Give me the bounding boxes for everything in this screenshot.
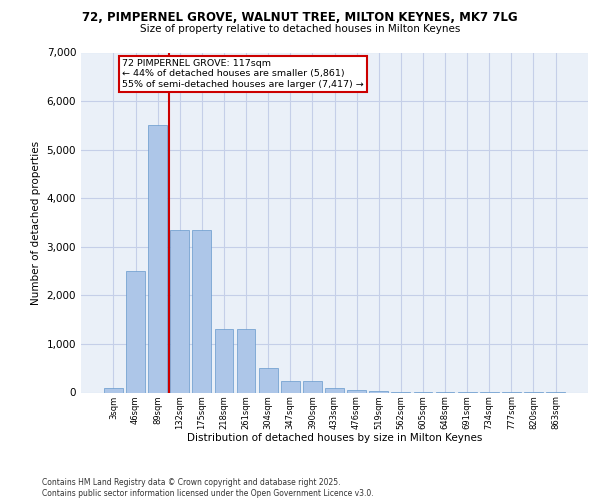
Bar: [126, 271, 145, 392]
Text: Contains HM Land Registry data © Crown copyright and database right 2025.
Contai: Contains HM Land Registry data © Crown c…: [42, 478, 374, 498]
Text: Size of property relative to detached houses in Milton Keynes: Size of property relative to detached ho…: [140, 24, 460, 34]
X-axis label: Distribution of detached houses by size in Milton Keynes: Distribution of detached houses by size …: [187, 434, 482, 444]
Y-axis label: Number of detached properties: Number of detached properties: [31, 140, 41, 304]
Bar: [193, 230, 211, 392]
Bar: [303, 382, 322, 392]
Bar: [170, 230, 189, 392]
Bar: [347, 390, 366, 392]
Text: 72, PIMPERNEL GROVE, WALNUT TREE, MILTON KEYNES, MK7 7LG: 72, PIMPERNEL GROVE, WALNUT TREE, MILTON…: [82, 11, 518, 24]
Bar: [148, 126, 167, 392]
Bar: [281, 382, 299, 392]
Bar: [215, 330, 233, 392]
Bar: [370, 391, 388, 392]
Bar: [236, 330, 256, 392]
Bar: [104, 388, 123, 392]
Bar: [325, 388, 344, 392]
Text: 72 PIMPERNEL GROVE: 117sqm
← 44% of detached houses are smaller (5,861)
55% of s: 72 PIMPERNEL GROVE: 117sqm ← 44% of deta…: [122, 59, 364, 88]
Bar: [259, 368, 278, 392]
